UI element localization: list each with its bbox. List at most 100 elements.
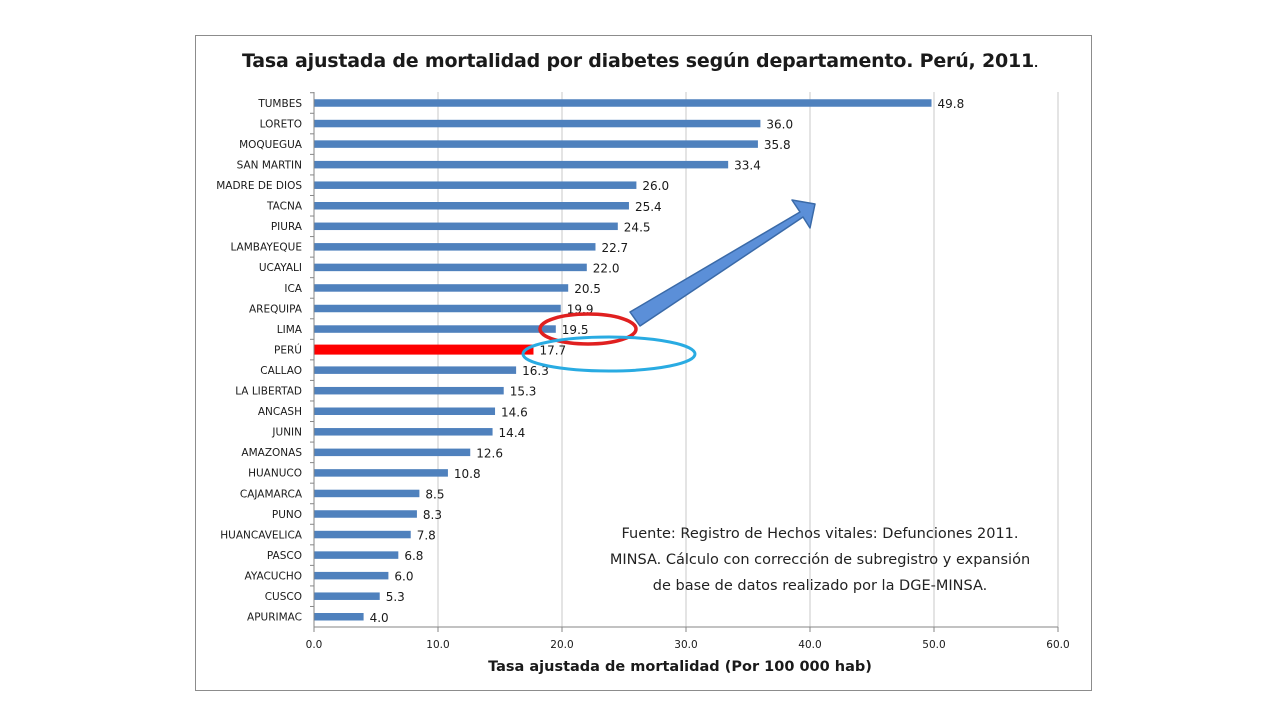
x-tick-label: 30.0 <box>674 639 697 651</box>
bar <box>314 243 596 251</box>
value-label: 26.0 <box>642 179 669 193</box>
value-label: 10.8 <box>454 467 481 481</box>
chart-title-text: Tasa ajustada de mortalidad por diabetes… <box>241 50 1035 72</box>
bar <box>314 344 534 355</box>
category-label: PIURA <box>271 221 303 233</box>
bar <box>314 428 493 436</box>
bar <box>314 181 637 189</box>
bar <box>314 510 417 518</box>
value-label: 14.6 <box>501 405 528 419</box>
blue-ellipse <box>521 335 697 373</box>
axes <box>310 92 1059 632</box>
value-label: 15.3 <box>510 385 537 399</box>
labels: 0.0 10.0 20.0 30.0 40.0 50.0 60.0 TUMBES 49.8 LOR… <box>216 97 1069 651</box>
chart-title-suffix: . <box>1034 57 1039 70</box>
bar <box>314 304 561 313</box>
bar <box>314 448 471 457</box>
category-label: HUANUCO <box>248 468 302 480</box>
bar <box>314 202 629 210</box>
bar <box>314 325 556 333</box>
bar <box>314 386 504 395</box>
source-note: Fuente: Registro de Hechos vitales: Defu… <box>575 521 1065 599</box>
x-tick-label: 20.0 <box>550 639 573 651</box>
category-label: LIMA <box>277 324 303 336</box>
value-label: 14.4 <box>499 426 526 440</box>
value-label: 20.5 <box>574 282 601 296</box>
value-label: 8.5 <box>425 487 444 501</box>
bar <box>314 530 411 539</box>
value-label: 22.7 <box>601 241 628 255</box>
category-label: HUANCAVELICA <box>220 529 303 541</box>
bars <box>314 99 932 621</box>
value-label: 25.4 <box>635 200 662 214</box>
category-label: AREQUIPA <box>249 303 303 315</box>
x-tick-label: 50.0 <box>922 639 945 651</box>
category-label: TACNA <box>266 201 303 213</box>
value-label: 33.4 <box>734 159 761 173</box>
annotation-shapes <box>521 199 816 373</box>
category-label: CUSCO <box>265 591 302 603</box>
category-label: APURIMAC <box>247 612 302 624</box>
value-label: 5.3 <box>386 590 405 604</box>
value-label: 12.6 <box>476 446 503 460</box>
arrow-shape <box>629 199 816 327</box>
category-label: LORETO <box>260 118 302 130</box>
category-label: SAN MARTIN <box>237 159 302 171</box>
x-tick-label: 0.0 <box>306 639 323 651</box>
category-label: LAMBAYEQUE <box>230 242 302 254</box>
category-label: PERÚ <box>274 343 302 356</box>
source-note-line-2: MINSA. Cálculo con corrección de subregi… <box>609 552 1031 568</box>
value-label: 19.5 <box>562 323 589 337</box>
bar <box>314 366 517 374</box>
value-label: 49.8 <box>938 97 965 111</box>
bar <box>314 613 364 621</box>
category-label: AYACUCHO <box>245 570 302 582</box>
category-label: ICA <box>284 283 302 295</box>
category-label: JUNIN <box>271 427 302 439</box>
category-label: PASCO <box>267 550 302 562</box>
category-label: CALLAO <box>260 365 302 377</box>
bar <box>314 571 389 580</box>
x-tick-label: 40.0 <box>798 639 821 651</box>
bar <box>314 407 496 415</box>
value-label: 6.8 <box>404 549 423 563</box>
bar <box>314 119 761 128</box>
bar <box>314 160 729 169</box>
category-label: ANCASH <box>258 406 302 418</box>
category-label: PUNO <box>272 509 302 521</box>
category-label: LA LIBERTAD <box>235 386 302 398</box>
bar <box>314 222 618 231</box>
value-label: 24.5 <box>624 220 651 234</box>
source-note-line-1: Fuente: Registro de Hechos vitales: Defu… <box>621 526 1019 542</box>
grid-lines <box>437 92 1059 627</box>
source-note-line-3: de base de datos realizado por la DGE-MI… <box>652 578 988 594</box>
value-label: 36.0 <box>766 118 793 132</box>
bar <box>314 99 932 107</box>
value-label: 22.0 <box>593 261 620 275</box>
value-label: 16.3 <box>522 364 549 378</box>
category-label: AMAZONAS <box>241 447 302 459</box>
category-label: MADRE DE DIOS <box>216 180 302 192</box>
bar <box>314 263 587 272</box>
red-ellipse <box>538 312 638 346</box>
x-tick-label: 10.0 <box>426 639 449 651</box>
bar <box>314 489 420 498</box>
value-label: 6.0 <box>394 570 413 584</box>
value-label: 17.7 <box>539 344 566 358</box>
chart-title: Tasa ajustada de mortalidad por diabetes… <box>0 50 1280 72</box>
category-label: MOQUEGUA <box>239 139 303 151</box>
bar <box>314 551 399 559</box>
category-label: CAJAMARCA <box>240 488 303 500</box>
x-axis-title: Tasa ajustada de mortalidad (Por 100 000… <box>488 659 872 675</box>
x-tick-label: 60.0 <box>1046 639 1069 651</box>
value-label: 35.8 <box>764 138 791 152</box>
value-label: 4.0 <box>370 611 389 625</box>
category-label: UCAYALI <box>259 262 302 274</box>
value-label: 7.8 <box>417 529 436 543</box>
bar <box>314 140 758 148</box>
bar <box>314 469 448 477</box>
bar <box>314 592 380 600</box>
value-label: 8.3 <box>423 508 442 522</box>
category-label: TUMBES <box>257 98 302 110</box>
